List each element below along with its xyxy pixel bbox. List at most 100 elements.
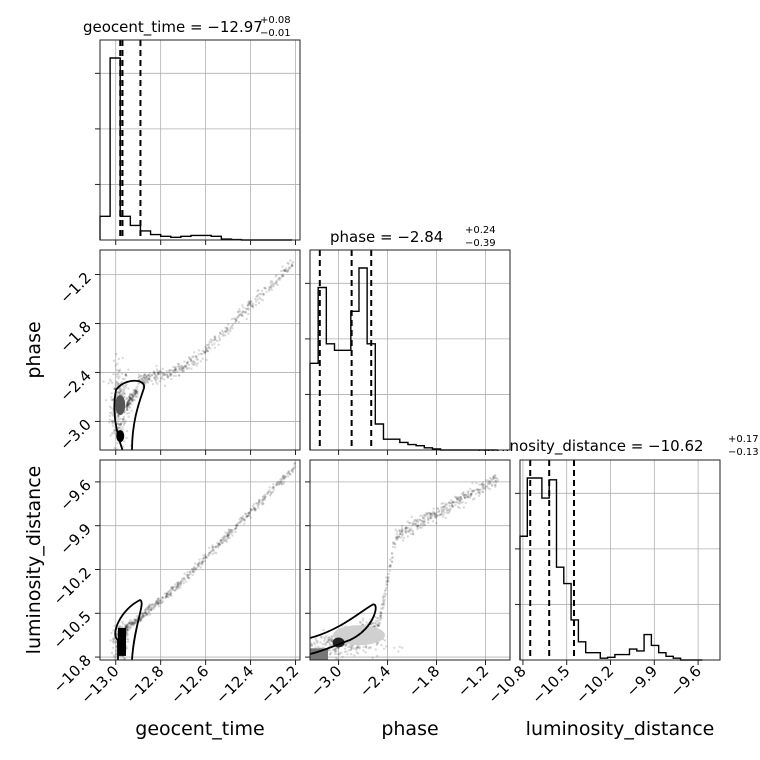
- sample-point: [345, 644, 348, 647]
- sample-point: [180, 577, 184, 581]
- sample-point: [131, 621, 134, 625]
- sample-point: [207, 346, 211, 349]
- sample-point: [436, 511, 439, 514]
- sample-point: [125, 625, 128, 629]
- sample-point: [155, 602, 158, 605]
- sample-point: [262, 502, 265, 505]
- sample-point: [115, 645, 118, 649]
- sample-point: [142, 614, 145, 617]
- sample-point: [322, 628, 325, 632]
- sample-point: [126, 400, 130, 403]
- sample-point: [451, 505, 454, 508]
- sample-point: [415, 520, 419, 523]
- contour-line: [114, 599, 143, 661]
- sample-point: [104, 399, 108, 402]
- sample-point: [110, 407, 113, 410]
- sample-point: [121, 418, 125, 421]
- sample-point: [334, 647, 337, 650]
- sample-point: [488, 480, 491, 483]
- sample-point: [464, 493, 468, 497]
- sample-point: [153, 377, 157, 380]
- sample-point: [192, 571, 196, 574]
- sample-point: [148, 613, 152, 616]
- sample-point: [429, 515, 432, 518]
- sample-point: [396, 537, 399, 540]
- sample-point: [166, 375, 170, 378]
- sample-point: [281, 477, 284, 480]
- sample-point: [430, 512, 433, 516]
- sample-point: [177, 374, 181, 377]
- sample-point: [235, 523, 238, 527]
- sample-point: [112, 638, 116, 641]
- sample-point: [417, 520, 420, 524]
- sample-point: [423, 514, 427, 517]
- panel-frame: [309, 459, 511, 661]
- sample-point: [198, 561, 202, 564]
- sample-point: [152, 371, 156, 374]
- sample-point: [248, 512, 251, 515]
- sample-point: [328, 638, 331, 641]
- sample-point: [251, 504, 255, 508]
- x-tick-label: −12.2: [257, 662, 302, 707]
- sample-point: [398, 528, 401, 532]
- sample-point: [174, 374, 178, 378]
- sample-point: [494, 480, 497, 483]
- sample-point: [236, 310, 240, 313]
- sample-point: [283, 269, 287, 273]
- sample-point: [130, 393, 134, 397]
- sample-point: [318, 646, 321, 649]
- sample-point: [129, 622, 132, 625]
- sample-point: [149, 608, 153, 611]
- sample-point: [492, 475, 495, 478]
- sample-point: [134, 621, 137, 625]
- sample-point: [217, 546, 220, 549]
- sample-point: [133, 398, 136, 402]
- sample-point: [489, 481, 492, 485]
- sample-point: [139, 618, 142, 621]
- sample-point: [374, 619, 377, 623]
- sample-point: [165, 374, 169, 377]
- sample-point: [399, 530, 402, 533]
- sample-point: [124, 625, 128, 628]
- sample-point: [291, 470, 295, 474]
- xlabel-luminosity-distance: luminosity_distance: [526, 718, 715, 740]
- sample-point: [133, 390, 136, 393]
- sample-point: [140, 377, 143, 380]
- sample-point: [117, 390, 120, 394]
- sample-point: [147, 606, 150, 609]
- sample-point: [333, 649, 336, 652]
- sample-point: [428, 511, 431, 515]
- sample-point: [156, 600, 159, 603]
- sample-point: [114, 641, 118, 644]
- sample-point: [340, 651, 343, 654]
- sample-point: [474, 492, 478, 495]
- sample-point: [197, 563, 200, 566]
- sample-point: [222, 540, 225, 543]
- sample-point: [383, 592, 386, 595]
- sample-point: [235, 526, 238, 530]
- sample-point: [173, 583, 177, 586]
- sample-point: [256, 289, 259, 293]
- sample-point: [150, 609, 153, 612]
- sample-point: [249, 516, 252, 519]
- sample-point: [141, 612, 144, 615]
- sample-point: [111, 398, 115, 402]
- sample-point: [208, 340, 211, 344]
- sample-point: [192, 363, 195, 366]
- sample-point: [121, 417, 125, 421]
- sample-point: [225, 329, 228, 332]
- sample-point: [127, 629, 130, 632]
- sample-point: [155, 374, 158, 378]
- panels: −3.0−2.4−1.8−1.2−10.8−10.5−10.2−9.9−9.6−…: [50, 39, 721, 707]
- sample-point: [157, 370, 160, 373]
- sample-point: [423, 522, 426, 526]
- sample-point: [144, 612, 148, 615]
- sample-point: [231, 531, 234, 534]
- sample-point: [376, 623, 380, 626]
- sample-point: [221, 539, 224, 542]
- sample-point: [452, 505, 455, 508]
- sample-point: [400, 529, 403, 533]
- sample-point: [157, 371, 160, 374]
- sample-point: [127, 415, 130, 418]
- sample-point: [451, 500, 455, 503]
